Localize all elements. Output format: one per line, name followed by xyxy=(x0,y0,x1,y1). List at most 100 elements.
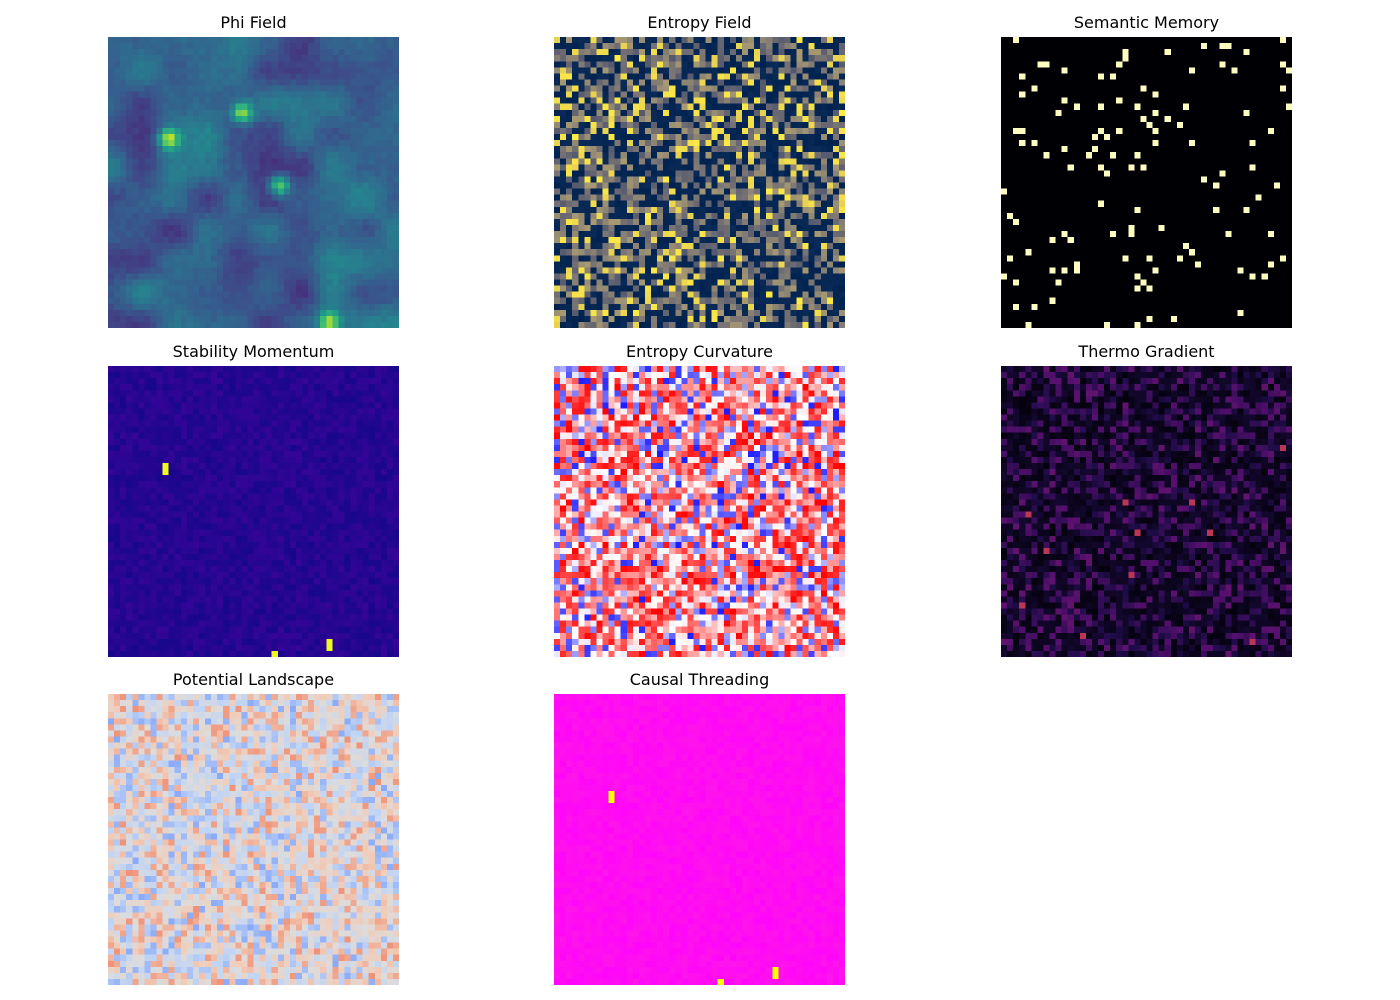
heatmap-cell xyxy=(820,85,827,92)
heatmap-cell xyxy=(596,194,603,201)
heatmap-cell xyxy=(174,243,181,250)
heatmap-cell xyxy=(826,212,833,219)
heatmap-cell xyxy=(687,85,694,92)
heatmap-cell xyxy=(205,43,212,50)
heatmap-cell xyxy=(217,315,224,323)
heatmap-cell xyxy=(253,291,260,298)
heatmap-cell xyxy=(681,255,688,262)
heatmap-cell xyxy=(602,97,609,104)
heatmap-cell xyxy=(283,206,290,213)
heatmap-cell xyxy=(729,127,736,135)
heatmap-cell xyxy=(168,315,175,323)
heatmap-cell xyxy=(687,188,694,195)
heatmap-cell xyxy=(838,37,845,44)
heatmap-cell xyxy=(1031,67,1038,74)
heatmap-cell xyxy=(1285,67,1292,74)
heatmap-cell xyxy=(198,134,206,141)
heatmap-cell xyxy=(826,218,833,226)
heatmap-cell xyxy=(338,249,345,256)
heatmap-cell xyxy=(392,255,399,262)
heatmap-cell xyxy=(693,297,700,304)
heatmap-cell xyxy=(326,146,333,153)
heatmap-cell xyxy=(590,43,597,50)
heatmap-cell xyxy=(120,176,127,183)
heatmap-cell xyxy=(802,121,809,129)
heatmap-cell xyxy=(356,182,363,189)
heatmap-cell xyxy=(729,146,736,153)
heatmap-cell xyxy=(675,49,682,56)
heatmap-cell xyxy=(651,158,658,165)
heatmap-cell xyxy=(1091,55,1099,62)
heatmap-cell xyxy=(114,152,121,159)
heatmap-cell xyxy=(808,67,815,74)
heatmap-cell xyxy=(362,140,369,147)
heatmap-cell xyxy=(644,188,652,195)
heatmap-cell xyxy=(687,170,694,177)
heatmap-cell xyxy=(1225,67,1232,74)
heatmap-cell xyxy=(832,231,840,238)
heatmap-cell xyxy=(705,309,712,316)
heatmap-cell xyxy=(832,206,840,213)
heatmap-cell xyxy=(150,188,157,195)
heatmap-cell xyxy=(211,85,218,92)
heatmap-cell xyxy=(259,255,266,262)
heatmap-cell xyxy=(350,297,357,304)
heatmap-cell xyxy=(1243,55,1250,62)
heatmap-cell xyxy=(362,158,369,165)
heatmap-cell xyxy=(632,261,639,268)
heatmap-cell xyxy=(681,267,688,274)
heatmap-cell xyxy=(711,140,718,147)
heatmap-cell xyxy=(778,309,785,316)
heatmap-cell xyxy=(572,200,579,207)
heatmap-cell xyxy=(265,285,272,292)
heatmap-cell xyxy=(669,279,676,286)
heatmap-cell xyxy=(174,55,181,62)
heatmap-cell xyxy=(162,121,169,129)
heatmap-cell xyxy=(283,127,290,135)
heatmap-cell xyxy=(693,152,700,159)
heatmap-cell xyxy=(578,279,585,286)
heatmap-cell xyxy=(651,206,658,213)
heatmap-cell xyxy=(320,91,327,98)
heatmap-cell xyxy=(644,109,652,116)
heatmap-cell xyxy=(826,43,833,50)
heatmap-cell xyxy=(723,61,730,68)
heatmap-cell xyxy=(223,121,230,129)
heatmap-cell xyxy=(838,224,845,232)
heatmap-cell xyxy=(590,176,597,183)
heatmap-cell xyxy=(126,237,133,244)
heatmap-cell xyxy=(283,49,290,56)
heatmap-cell xyxy=(320,109,327,116)
heatmap-cell xyxy=(374,309,381,316)
heatmap-cell xyxy=(1061,61,1068,68)
heatmap-cell xyxy=(368,267,375,274)
heatmap-cell xyxy=(1122,67,1129,74)
heatmap-cell xyxy=(693,176,700,183)
heatmap-cell xyxy=(168,224,175,232)
heatmap-cell xyxy=(554,97,561,104)
heatmap-cell xyxy=(332,267,339,274)
heatmap-cell xyxy=(1043,73,1050,80)
heatmap-cell xyxy=(356,291,363,298)
heatmap-cell xyxy=(174,255,181,262)
heatmap-cell xyxy=(186,55,193,62)
heatmap-cell xyxy=(241,109,248,116)
heatmap-cell xyxy=(265,212,272,219)
heatmap-cell xyxy=(608,158,615,165)
heatmap-cell xyxy=(368,243,375,250)
heatmap-cell xyxy=(362,212,369,219)
heatmap-cell xyxy=(374,182,381,189)
heatmap-cell xyxy=(283,291,290,298)
heatmap-cell xyxy=(289,140,297,147)
heatmap-cell xyxy=(766,85,773,92)
heatmap-cell xyxy=(796,273,803,280)
heatmap-cell xyxy=(651,218,658,226)
heatmap-cell xyxy=(174,170,181,177)
heatmap-cell xyxy=(126,61,133,68)
heatmap-cell xyxy=(632,224,639,232)
heatmap-cell xyxy=(344,37,351,44)
heatmap-cell xyxy=(584,91,591,98)
heatmap-cell xyxy=(826,182,833,189)
heatmap-cell xyxy=(332,237,339,244)
heatmap-cell xyxy=(186,231,193,238)
